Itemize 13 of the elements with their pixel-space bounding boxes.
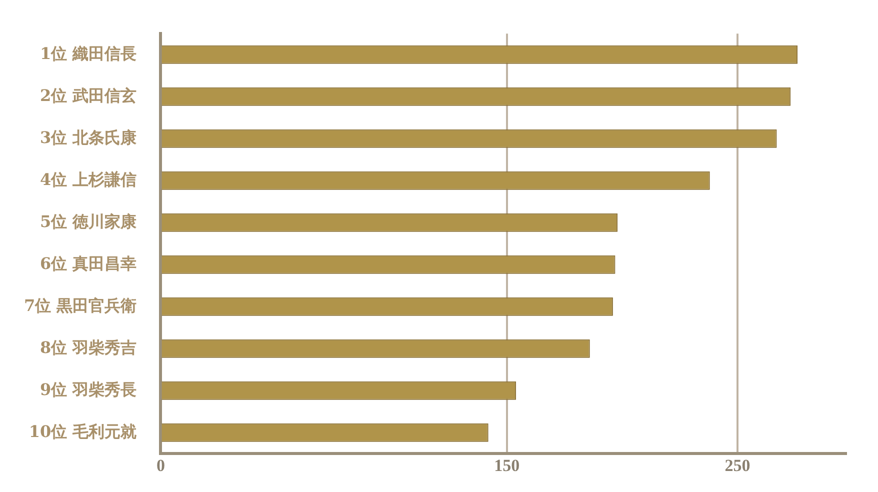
x-tick-label: 250 bbox=[724, 456, 750, 476]
y-tick-label: 5位 徳川家康 bbox=[40, 212, 138, 231]
y-tick-label: 3位 北条氏康 bbox=[40, 128, 138, 147]
x-tick-label: 0 bbox=[156, 456, 165, 476]
y-tick-label: 10位 毛利元就 bbox=[28, 422, 137, 441]
y-tick-label: 9位 羽柴秀長 bbox=[40, 380, 137, 399]
y-tick-label: 4位 上杉謙信 bbox=[40, 170, 137, 189]
y-tick-label: 2位 武田信玄 bbox=[40, 86, 137, 105]
y-tick-label: 7位 黒田官兵衛 bbox=[24, 296, 137, 315]
y-tick-label: 6位 真田昌幸 bbox=[40, 254, 137, 273]
x-tick-label: 150 bbox=[494, 456, 520, 476]
y-tick-label: 1位 織田信長 bbox=[40, 44, 137, 63]
y-tick-label: 8位 羽柴秀吉 bbox=[40, 338, 137, 357]
